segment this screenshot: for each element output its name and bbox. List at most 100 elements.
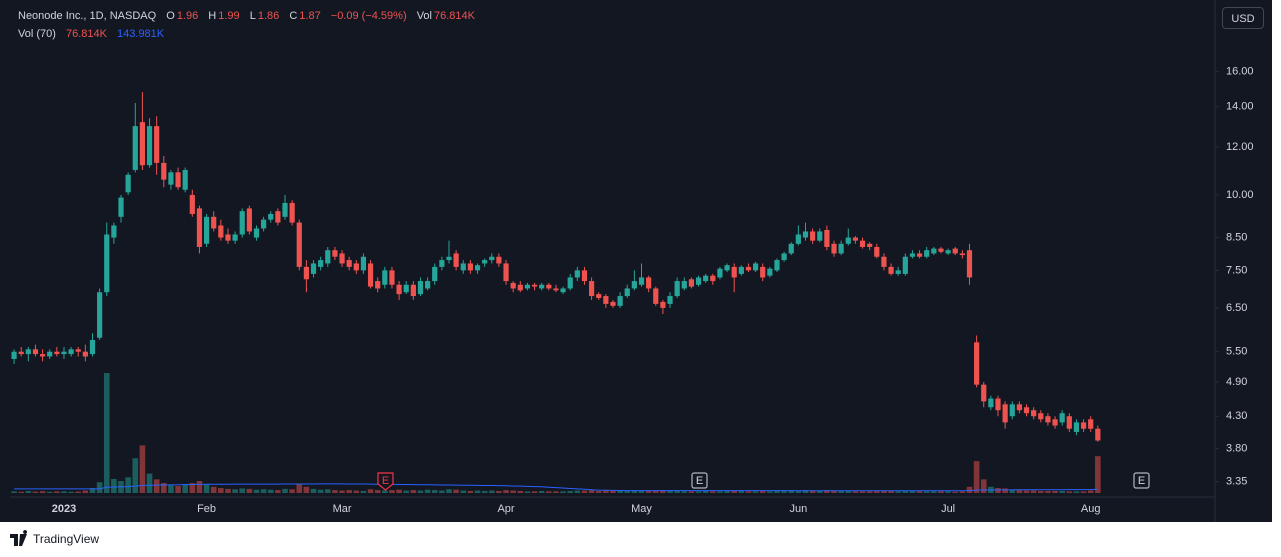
volume-bar: [189, 483, 196, 493]
volume-bar: [46, 491, 53, 493]
y-tick-label: 5.50: [1226, 346, 1247, 358]
volume-bar: [745, 491, 752, 493]
volume-bar: [382, 490, 388, 493]
y-tick-label: 4.90: [1226, 376, 1247, 388]
volume-bar: [510, 490, 516, 493]
volume-bar: [674, 490, 680, 493]
volume-bar: [481, 490, 488, 493]
volume-bar: [289, 489, 295, 493]
candle-body: [1059, 413, 1065, 423]
earnings-marker[interactable]: E: [691, 472, 708, 489]
candle-body: [774, 260, 780, 271]
candle-body: [474, 265, 481, 271]
volume-bar: [710, 491, 716, 493]
logo[interactable]: TradingView: [10, 530, 99, 546]
candle-body: [731, 266, 737, 278]
candle-body: [32, 349, 39, 355]
candle-body: [859, 240, 866, 247]
candle-body: [667, 296, 673, 304]
earnings-label: E: [382, 475, 389, 487]
candle-body: [425, 281, 431, 289]
earnings-marker[interactable]: E: [1133, 472, 1150, 489]
volume-bar: [895, 491, 901, 493]
candle-body: [581, 270, 588, 282]
volume-bar: [417, 490, 424, 493]
candle-body: [389, 270, 395, 285]
volume-bar: [759, 490, 766, 493]
candle-body: [867, 243, 873, 247]
volume-bar: [1030, 490, 1037, 493]
volume-bar: [881, 490, 887, 493]
candle-body: [61, 351, 67, 355]
x-tick-label: May: [631, 503, 652, 515]
candle-body: [68, 349, 74, 355]
y-tick-label: 8.50: [1226, 231, 1247, 243]
y-tick-label: 6.50: [1226, 302, 1247, 314]
volume-bar: [888, 490, 894, 493]
candle-body: [239, 211, 245, 235]
volume-bar: [239, 488, 246, 493]
volume-bar: [446, 489, 452, 493]
volume-bar: [667, 490, 673, 493]
candle-body: [275, 211, 281, 223]
volume-bar: [496, 490, 502, 493]
candle-body: [417, 281, 424, 295]
volume-bar: [980, 479, 987, 493]
volume-bar: [68, 491, 74, 493]
candle-body: [410, 284, 416, 297]
candle-body: [1009, 404, 1015, 417]
volume-bar: [89, 488, 96, 493]
candle-body: [674, 281, 680, 297]
y-tick-label: 14.00: [1226, 101, 1254, 113]
candle-body: [453, 253, 459, 267]
candle-body: [1052, 419, 1058, 426]
candle-body: [403, 284, 409, 293]
volume-bar: [581, 490, 588, 493]
candle-body: [695, 277, 702, 285]
candle-body: [703, 275, 709, 282]
candle-body: [988, 398, 994, 408]
candle-body: [852, 237, 859, 241]
candle-body: [246, 208, 252, 232]
volume-bar: [802, 490, 809, 493]
candle-body: [182, 169, 188, 190]
volume-bar: [781, 490, 787, 493]
currency-button[interactable]: USD: [1222, 7, 1264, 29]
candle-body: [788, 243, 794, 254]
candle-body: [39, 354, 46, 357]
volume-bar: [61, 491, 67, 493]
open-value: 1.96: [176, 10, 199, 22]
volume-ma-value: 143.981K: [117, 28, 165, 40]
candle-body: [132, 126, 138, 170]
volume-bar: [738, 490, 745, 493]
candle-body: [838, 243, 844, 254]
candle-body: [653, 288, 659, 304]
volume-bar: [367, 489, 374, 493]
volume-bar: [32, 491, 39, 493]
candle-body: [802, 231, 809, 238]
candle-body: [339, 253, 345, 264]
volume-bar: [795, 490, 802, 493]
earnings-marker[interactable]: E: [377, 472, 394, 491]
candle-body: [253, 228, 260, 238]
volume-bar: [945, 491, 951, 493]
candle-body: [596, 294, 602, 298]
candle-body: [531, 284, 538, 287]
candle-body: [874, 246, 880, 257]
volume-bar: [260, 489, 267, 493]
candle-body: [546, 284, 552, 289]
volume-bar: [574, 490, 581, 493]
candle-body: [189, 194, 195, 214]
candle-body: [981, 384, 987, 402]
candle-body: [111, 225, 117, 238]
candle-body: [646, 277, 652, 289]
volume-bar: [1095, 456, 1101, 493]
candle-body: [1095, 428, 1101, 441]
volume-bar: [353, 490, 360, 493]
volume-bar: [153, 479, 160, 493]
x-tick-label: Aug: [1081, 503, 1101, 515]
candle-body: [18, 351, 24, 355]
candle-body: [631, 281, 637, 289]
candle-body: [617, 296, 623, 306]
volume-bar: [652, 490, 659, 493]
